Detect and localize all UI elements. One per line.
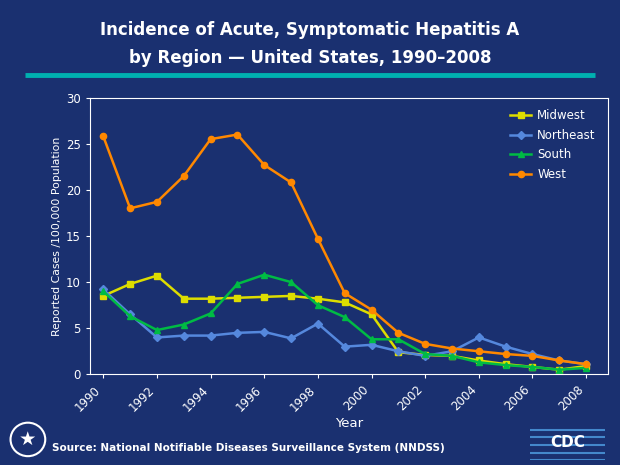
Northeast: [287, 336, 294, 341]
Midwest: [341, 299, 348, 305]
West: [582, 361, 590, 367]
Text: ★: ★: [19, 430, 37, 449]
Northeast: [153, 335, 161, 340]
West: [448, 345, 456, 351]
South: [314, 302, 322, 308]
South: [502, 362, 510, 368]
Text: by Region — United States, 1990–2008: by Region — United States, 1990–2008: [129, 49, 491, 67]
Midwest: [100, 293, 107, 299]
Northeast: [234, 330, 241, 336]
West: [529, 353, 536, 359]
South: [448, 353, 456, 359]
West: [341, 290, 348, 296]
Midwest: [502, 361, 510, 367]
South: [395, 337, 402, 342]
Northeast: [448, 348, 456, 354]
Text: Incidence of Acute, Symptomatic Hepatitis A: Incidence of Acute, Symptomatic Hepatiti…: [100, 21, 520, 39]
West: [287, 179, 294, 185]
West: [260, 162, 268, 168]
Northeast: [126, 312, 134, 317]
West: [422, 341, 429, 347]
Text: Source: National Notifiable Diseases Surveillance System (NNDSS): Source: National Notifiable Diseases Sur…: [51, 443, 445, 453]
X-axis label: Year: Year: [335, 417, 363, 430]
Midwest: [153, 273, 161, 279]
South: [475, 359, 482, 365]
Northeast: [582, 361, 590, 367]
South: [529, 364, 536, 370]
Northeast: [207, 333, 215, 339]
Northeast: [260, 329, 268, 335]
Northeast: [529, 351, 536, 357]
Midwest: [582, 363, 590, 369]
West: [126, 206, 134, 211]
Midwest: [448, 353, 456, 359]
Text: CDC: CDC: [550, 435, 585, 450]
Midwest: [234, 295, 241, 300]
Northeast: [368, 342, 375, 348]
West: [180, 173, 187, 179]
Northeast: [341, 344, 348, 350]
West: [153, 199, 161, 205]
Line: South: South: [100, 272, 589, 373]
West: [502, 351, 510, 357]
Line: Northeast: Northeast: [100, 286, 589, 367]
Midwest: [314, 296, 322, 301]
South: [180, 322, 187, 327]
South: [234, 281, 241, 287]
South: [287, 279, 294, 285]
Northeast: [314, 321, 322, 326]
South: [422, 351, 429, 357]
Line: Midwest: Midwest: [100, 272, 589, 373]
Northeast: [180, 333, 187, 339]
West: [475, 348, 482, 354]
Midwest: [475, 358, 482, 363]
Legend: Midwest, Northeast, South, West: Midwest, Northeast, South, West: [504, 104, 601, 187]
Midwest: [422, 352, 429, 358]
Northeast: [556, 358, 563, 363]
West: [395, 330, 402, 336]
West: [368, 307, 375, 312]
West: [207, 136, 215, 142]
West: [100, 133, 107, 139]
Northeast: [422, 353, 429, 359]
South: [556, 367, 563, 372]
Y-axis label: Reported Cases /100,000 Population: Reported Cases /100,000 Population: [52, 136, 62, 336]
South: [126, 313, 134, 319]
South: [100, 288, 107, 294]
West: [314, 236, 322, 241]
Midwest: [556, 367, 563, 372]
Midwest: [207, 296, 215, 301]
Midwest: [126, 281, 134, 287]
Northeast: [100, 287, 107, 292]
Midwest: [529, 364, 536, 370]
South: [582, 365, 590, 371]
Midwest: [395, 349, 402, 355]
Northeast: [502, 344, 510, 350]
South: [260, 272, 268, 278]
South: [207, 311, 215, 316]
South: [341, 314, 348, 320]
South: [153, 327, 161, 333]
West: [234, 132, 241, 137]
West: [556, 358, 563, 363]
Northeast: [475, 335, 482, 340]
Midwest: [287, 293, 294, 299]
Midwest: [368, 312, 375, 317]
Midwest: [260, 294, 268, 299]
Northeast: [395, 348, 402, 354]
South: [368, 337, 375, 342]
Line: West: West: [100, 132, 589, 367]
Midwest: [180, 296, 187, 301]
